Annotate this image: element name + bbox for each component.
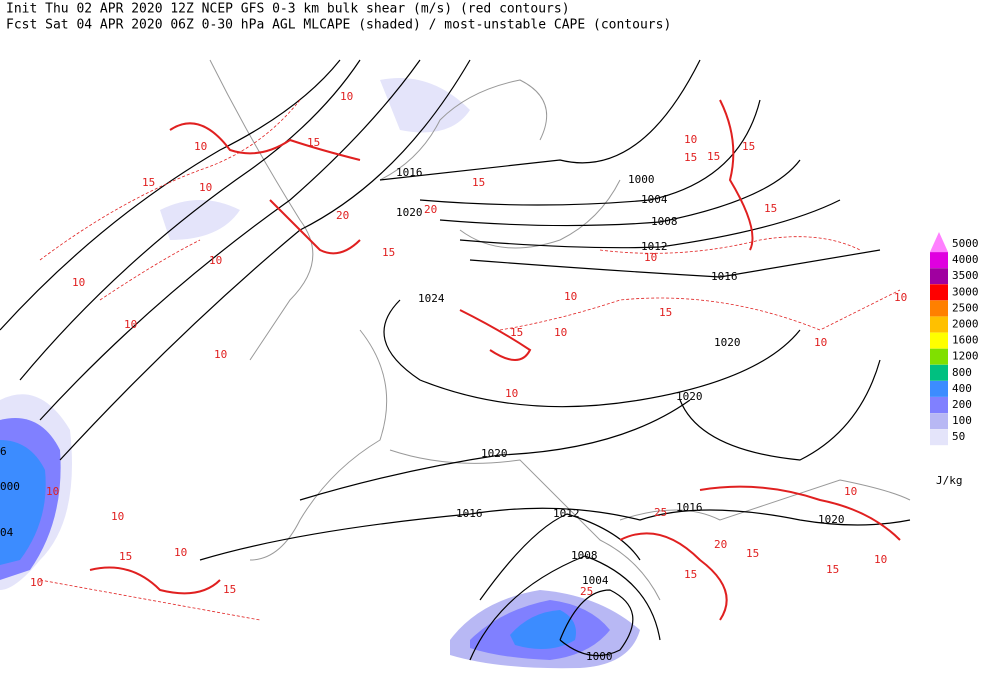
- legend-label: 3000: [952, 285, 979, 298]
- legend-label: 1200: [952, 350, 979, 363]
- isobar-label: 1024: [418, 292, 445, 305]
- isobar-label: 1012: [553, 507, 580, 520]
- legend-unit: J/kg: [936, 474, 963, 487]
- shear-label: 15: [826, 563, 839, 576]
- shear-label: 10: [340, 90, 353, 103]
- isobar-label: 1000: [586, 650, 613, 663]
- header-init: Init Thu 02 APR 2020 12Z NCEP GFS 0-3 km…: [6, 2, 570, 17]
- isobar-label: 000: [0, 480, 20, 493]
- isobar-label: 1004: [641, 193, 668, 206]
- map-domain: [0, 40, 910, 678]
- legend-label: 800: [952, 366, 972, 379]
- shear-label: 10: [209, 254, 222, 267]
- shear-label: 15: [742, 140, 755, 153]
- isobar-label: 1020: [396, 206, 423, 219]
- shear-label: 15: [707, 150, 720, 163]
- isobar-label: 1020: [714, 336, 741, 349]
- shear-label: 15: [659, 306, 672, 319]
- isobar-label: 1012: [641, 240, 668, 253]
- legend-swatch: [930, 316, 948, 333]
- shear-label: 10: [194, 140, 207, 153]
- shear-label: 20: [424, 203, 437, 216]
- legend-label: 1600: [952, 334, 979, 347]
- shear-label: 15: [307, 136, 320, 149]
- shear-label: 10: [505, 387, 518, 400]
- isobar-label: 04: [0, 526, 14, 539]
- legend: J/kg 5000 4000 3500 3000 2500 2000 1600 1200 800…: [930, 232, 979, 487]
- isobar-label: 1016: [676, 501, 703, 514]
- legend-swatch: [930, 429, 948, 446]
- legend-label: 200: [952, 398, 972, 411]
- shear-label: 10: [814, 336, 827, 349]
- legend-swatch: [930, 232, 948, 252]
- shear-label: 15: [684, 568, 697, 581]
- legend-swatch: [930, 380, 948, 397]
- isobar-label: 1020: [481, 447, 508, 460]
- legend-swatch: [930, 364, 948, 381]
- isobar-label: 1020: [676, 390, 703, 403]
- shear-label: 10: [564, 290, 577, 303]
- shear-label: 25: [654, 506, 667, 519]
- isobar-label: 1000: [628, 173, 655, 186]
- shear-label: 10: [72, 276, 85, 289]
- isobar-label: 6: [0, 445, 7, 458]
- legend-label: 4000: [952, 253, 979, 266]
- shear-label: 10: [844, 485, 857, 498]
- legend-swatch: [930, 413, 948, 430]
- isobar-label: 1020: [818, 513, 845, 526]
- legend-label: 5000: [952, 237, 979, 250]
- shear-label: 10: [214, 348, 227, 361]
- shear-label: 15: [764, 202, 777, 215]
- shear-label: 10: [684, 133, 697, 146]
- shear-label: 10: [174, 546, 187, 559]
- legend-swatch: [930, 332, 948, 349]
- isobar-label: 1016: [456, 507, 483, 520]
- shear-label: 10: [199, 181, 212, 194]
- shear-label: 15: [746, 547, 759, 560]
- shear-contours: [89, 99, 901, 621]
- shear-label: 15: [472, 176, 485, 189]
- header-forecast: Fcst Sat 04 APR 2020 06Z 0-30 hPa AGL ML…: [6, 18, 671, 33]
- legend-label: 2000: [952, 318, 979, 331]
- legend-swatch: [930, 252, 948, 269]
- shear-label: 10: [874, 553, 887, 566]
- isobar-label: 1008: [571, 549, 598, 562]
- legend-label: 100: [952, 414, 972, 427]
- isobars: [0, 59, 911, 661]
- legend-label: 50: [952, 430, 965, 443]
- legend-label: 400: [952, 382, 972, 395]
- isobar-label: 1016: [396, 166, 423, 179]
- shear-label: 10: [894, 291, 907, 304]
- shear-label: 15: [119, 550, 132, 563]
- legend-swatch: [930, 284, 948, 301]
- legend-label: 3500: [952, 269, 979, 282]
- shear-label: 10: [46, 485, 59, 498]
- shear-label: 25: [580, 585, 593, 598]
- shear-label: 10: [554, 326, 567, 339]
- shear-label: 15: [142, 176, 155, 189]
- shear-label: 10: [30, 576, 43, 589]
- shear-label: 15: [382, 246, 395, 259]
- isobar-label: 1008: [651, 215, 678, 228]
- isobar-label: 1016: [711, 270, 738, 283]
- shear-label: 15: [684, 151, 697, 164]
- legend-swatch: [930, 300, 948, 317]
- shear-label: 15: [223, 583, 236, 596]
- shear-label: 10: [111, 510, 124, 523]
- legend-swatch: [930, 348, 948, 365]
- cape-shading: [0, 78, 640, 669]
- shear-label: 20: [714, 538, 727, 551]
- legend-swatch: [930, 268, 948, 285]
- shear-label: 10: [124, 318, 137, 331]
- legend-swatch: [930, 397, 948, 413]
- shear-contours-dashed: [39, 99, 901, 621]
- legend-label: 2500: [952, 301, 979, 314]
- shear-label: 10: [644, 251, 657, 264]
- isobar-label: 1004: [582, 574, 609, 587]
- shear-label: 15: [510, 326, 523, 339]
- shear-label: 20: [336, 209, 349, 222]
